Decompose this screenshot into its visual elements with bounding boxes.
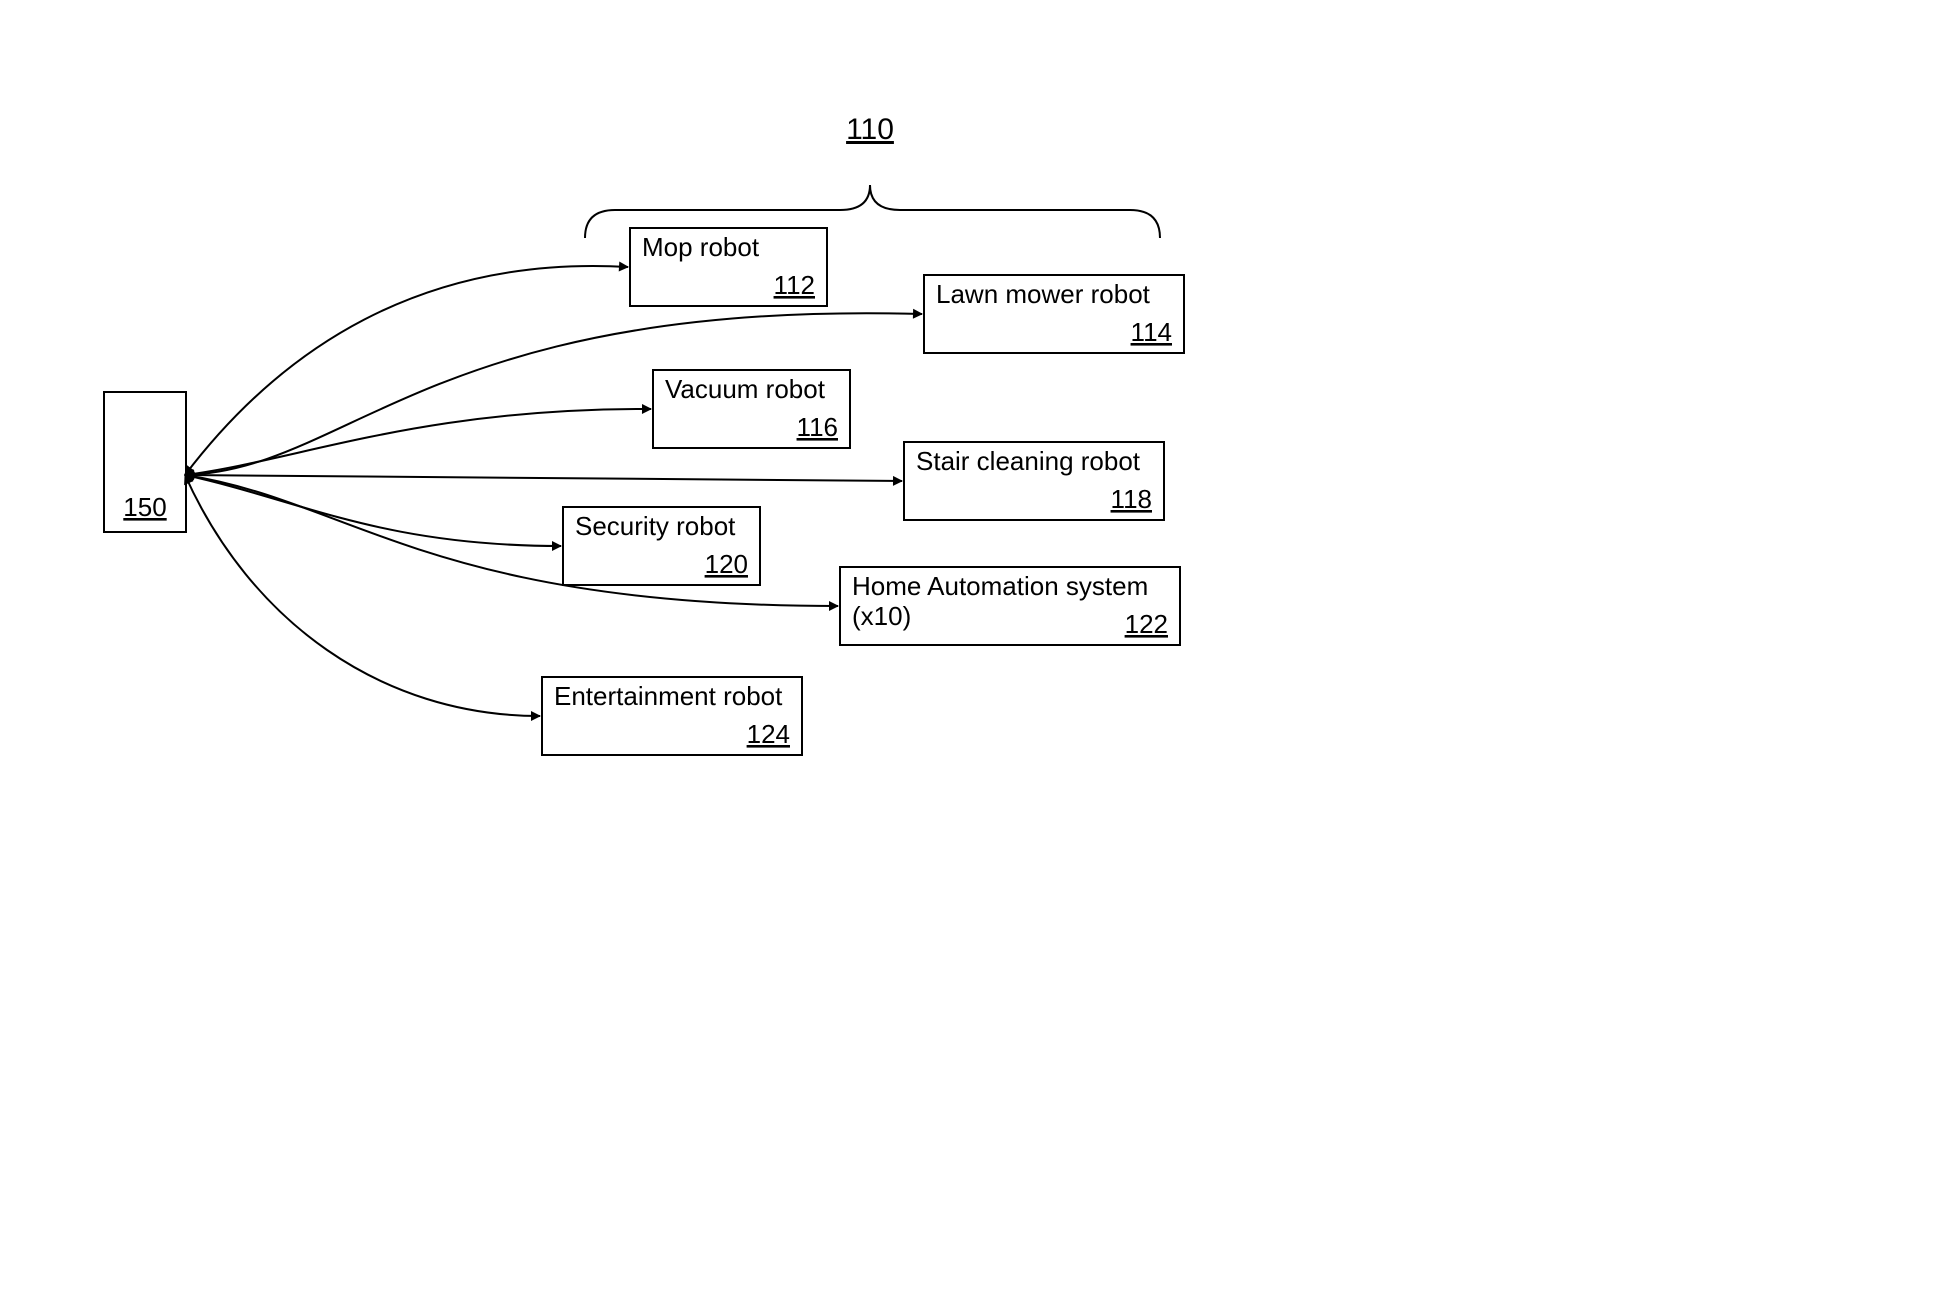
edge-node-118	[185, 475, 902, 481]
group-ref-110: 110	[846, 113, 894, 146]
edge-node-116	[185, 409, 651, 475]
node-114-ref: 114	[1131, 317, 1172, 347]
node-116-ref: 116	[797, 412, 838, 442]
node-122-label2: (x10)	[852, 601, 911, 631]
group-brace	[585, 185, 1160, 238]
node-120-ref: 120	[705, 549, 748, 579]
node-122-ref: 122	[1125, 609, 1168, 639]
node-124-ref: 124	[747, 719, 790, 749]
node-118-ref: 118	[1111, 484, 1152, 514]
edge-node-122	[185, 475, 838, 606]
node-114-label: Lawn mower robot	[936, 279, 1151, 309]
node-120-label: Security robot	[575, 511, 736, 541]
node-118-label: Stair cleaning robot	[916, 446, 1141, 476]
node-124-label: Entertainment robot	[554, 681, 783, 711]
node-122-label: Home Automation system	[852, 571, 1148, 601]
node-112-label: Mop robot	[642, 232, 760, 262]
edge-node-112	[185, 266, 628, 475]
node-112-ref: 112	[774, 270, 815, 300]
edge-node-124	[185, 475, 540, 716]
source-ref: 150	[123, 492, 166, 522]
edge-node-120	[185, 475, 561, 546]
node-116-label: Vacuum robot	[665, 374, 826, 404]
